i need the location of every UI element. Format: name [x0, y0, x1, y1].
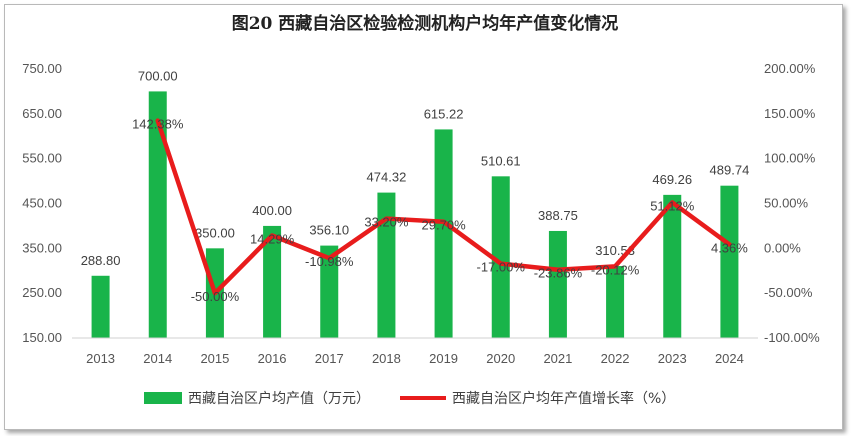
rate-value-label: 4.36%	[711, 240, 748, 255]
bar-value-label: 388.75	[538, 208, 578, 223]
bar	[548, 230, 567, 338]
y-right-tick-label: 150.00%	[764, 106, 816, 121]
x-tick-label: 2014	[143, 351, 172, 366]
x-tick-label: 2015	[200, 351, 229, 366]
y-right-tick-label: -100.00%	[764, 330, 820, 345]
rate-value-label: -20.12%	[591, 262, 640, 277]
bar-value-label: 400.00	[252, 203, 292, 218]
y-left-tick-label: 450.00	[22, 196, 62, 211]
bar	[263, 225, 282, 338]
y-left-tick-label: 150.00	[22, 330, 62, 345]
bar-value-label: 469.26	[652, 172, 692, 187]
bar-value-label: 474.32	[367, 170, 407, 185]
x-tick-label: 2024	[715, 351, 744, 366]
x-tick-label: 2020	[486, 351, 515, 366]
growth-rate-line	[155, 118, 732, 296]
bar-value-label: 700.00	[138, 68, 178, 83]
y-left-tick-label: 750.00	[22, 61, 62, 76]
chart-frame	[4, 4, 843, 430]
x-tick-label: 2017	[315, 351, 344, 366]
x-tick-label: 2022	[601, 351, 630, 366]
rate-value-label: 142.38%	[132, 117, 184, 132]
y-right-tick-label: -50.00%	[764, 285, 813, 300]
x-tick-label: 2023	[658, 351, 687, 366]
rate-value-label: 51.12%	[650, 198, 695, 213]
y-left-tick-label: 550.00	[22, 151, 62, 166]
rate-value-label: 33.20%	[364, 215, 409, 230]
bar-value-label: 356.10	[309, 223, 349, 238]
bar	[148, 91, 167, 339]
chart-title: 图20 西藏自治区检验检测机构户均年产值变化情况	[232, 13, 619, 34]
bar	[720, 185, 739, 338]
x-tick-label: 2013	[86, 351, 115, 366]
y-left-tick-label: 350.00	[22, 240, 62, 255]
bar	[491, 176, 510, 338]
legend-bar-swatch	[144, 392, 182, 404]
rate-value-label: -23.86%	[534, 266, 583, 281]
bar-value-label: 489.74	[710, 163, 750, 178]
x-tick-label: 2018	[372, 351, 401, 366]
y-left-tick-label: 650.00	[22, 106, 62, 121]
bar	[434, 129, 453, 338]
x-tick-label: 2019	[429, 351, 458, 366]
rate-value-label: 14.29%	[250, 232, 295, 247]
legend: 西藏自治区户均产值（万元） 西藏自治区户均年产值增长率（%）	[144, 390, 675, 407]
bar	[320, 245, 339, 338]
legend-line-label: 西藏自治区户均年产值增长率（%）	[452, 390, 675, 407]
bar	[663, 194, 682, 338]
y-right-tick-label: 50.00%	[764, 196, 809, 211]
bar	[377, 192, 396, 338]
y-right-tick-label: 0.00%	[764, 240, 801, 255]
rate-value-label: 29.70%	[422, 218, 467, 233]
bar-value-label: 288.80	[81, 253, 121, 268]
rate-value-label: -17.00%	[477, 260, 526, 275]
bar-value-label: 615.22	[424, 106, 464, 121]
x-tick-label: 2021	[543, 351, 572, 366]
y-right-tick-label: 200.00%	[764, 61, 816, 76]
legend-bar-label: 西藏自治区户均产值（万元）	[188, 390, 370, 407]
rate-value-label: -50.00%	[191, 289, 240, 304]
y-right-tick-label: 100.00%	[764, 151, 816, 166]
rate-value-label: -10.98%	[305, 254, 354, 269]
bar-value-label: 350.00	[195, 225, 235, 240]
x-tick-label: 2016	[258, 351, 287, 366]
bar	[606, 266, 625, 338]
bar-value-label: 510.61	[481, 153, 521, 168]
bar	[91, 275, 110, 338]
y-left-tick-label: 250.00	[22, 285, 62, 300]
